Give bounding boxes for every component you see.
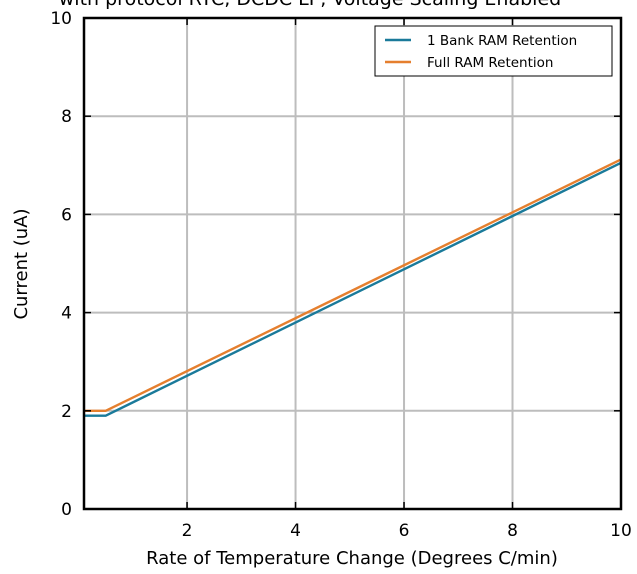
y-tick-label: 2 — [61, 402, 72, 422]
x-tick-label: 2 — [182, 521, 193, 541]
legend-box — [374, 25, 613, 77]
x-axis-ticks: 2 4 6 8 10 — [182, 18, 632, 541]
x-tick-label: 8 — [507, 521, 518, 541]
chart-title: with protocol RTC, DCDC LP, Voltage Scal… — [59, 0, 561, 10]
y-tick-label: 10 — [50, 9, 72, 29]
y-tick-label: 8 — [61, 107, 72, 127]
series-group — [84, 158, 622, 417]
y-axis-ticks: 0 2 4 6 8 10 — [50, 9, 621, 520]
x-tick-label: 10 — [610, 521, 632, 541]
y-tick-label: 4 — [61, 304, 72, 324]
legend: 1 Bank RAM Retention Full RAM Retention — [374, 25, 613, 77]
legend-label: 1 Bank RAM Retention — [427, 33, 577, 49]
series-line-2 — [84, 158, 622, 412]
y-tick-label: 0 — [61, 500, 72, 520]
y-axis-label: Current (uA) — [11, 208, 32, 319]
plot-frame — [82, 16, 623, 511]
grid-lines — [84, 18, 621, 509]
x-axis-label: Rate of Temperature Change (Degrees C/mi… — [146, 548, 558, 569]
series-line-1 — [84, 161, 622, 417]
x-tick-label: 4 — [290, 521, 301, 541]
legend-label: Full RAM Retention — [427, 55, 553, 71]
x-tick-label: 6 — [399, 521, 410, 541]
y-tick-label: 6 — [61, 205, 72, 225]
